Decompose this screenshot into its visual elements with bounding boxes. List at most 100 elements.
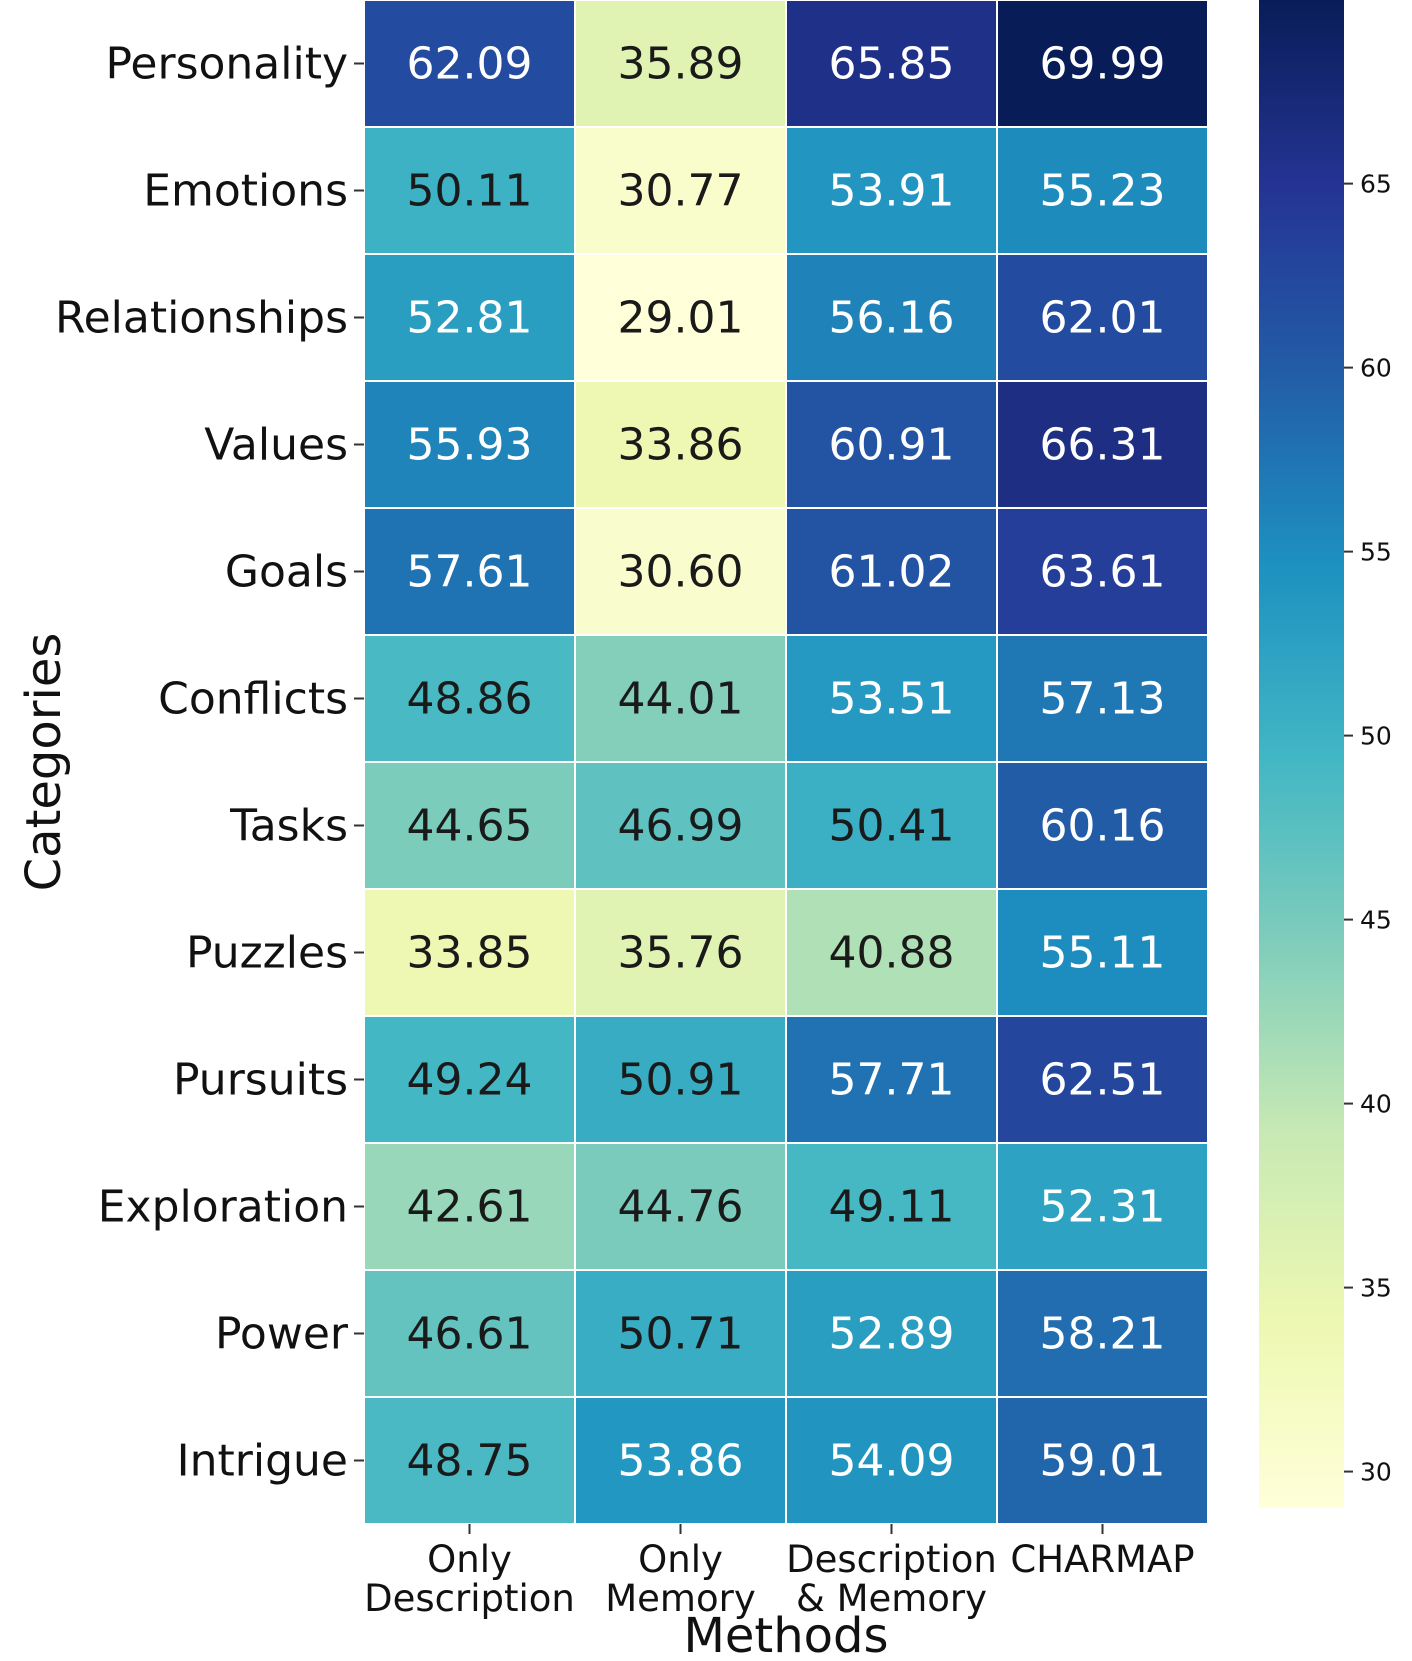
heatmap-cell — [363, 634, 576, 763]
row-label: Conflicts — [158, 674, 348, 725]
heatmap-cell — [363, 380, 576, 509]
heatmap-cell — [785, 634, 998, 763]
colorbar-tick-label: 55 — [1360, 538, 1392, 567]
heatmap-cell — [996, 1396, 1209, 1525]
heatmap-cell — [363, 761, 576, 890]
colorbar-gradient — [1259, 0, 1344, 1508]
cell-value-label: 54.09 — [829, 1436, 955, 1487]
cell-value-label: 66.31 — [1040, 420, 1166, 471]
heatmap-cell — [996, 0, 1209, 128]
cell-value-label: 53.86 — [618, 1436, 744, 1487]
heatmap-cell — [996, 761, 1209, 890]
cell-value-label: 57.71 — [829, 1055, 955, 1106]
cell-value-label: 59.01 — [1040, 1436, 1166, 1487]
colorbar-tick-label: 65 — [1360, 170, 1392, 199]
heatmap-cell — [574, 888, 787, 1017]
cell-value-label: 29.01 — [618, 293, 744, 344]
row-label: Relationships — [55, 293, 348, 344]
heatmap-cell — [785, 1269, 998, 1398]
cell-value-label: 44.01 — [618, 674, 744, 725]
row-label: Goals — [225, 547, 348, 598]
heatmap-cell — [574, 507, 787, 636]
cell-value-label: 50.91 — [618, 1055, 744, 1106]
cell-value-label: 56.16 — [829, 293, 955, 344]
column-label: & Memory — [796, 1577, 987, 1620]
cell-value-label: 33.85 — [407, 928, 533, 979]
row-label: Tasks — [229, 801, 348, 852]
cell-value-label: 60.16 — [1040, 801, 1166, 852]
heatmap-cell — [574, 0, 787, 128]
cell-value-label: 50.41 — [829, 801, 955, 852]
cell-value-label: 40.88 — [829, 928, 955, 979]
y-axis-title: Categories — [16, 633, 72, 892]
heatmap-cell — [996, 507, 1209, 636]
heatmap-cell — [785, 1396, 998, 1525]
row-labels: Personality Emotions Relationships Values Go… — [55, 39, 364, 1487]
heatmap-cell — [785, 761, 998, 890]
row-label: Pursuits — [173, 1055, 348, 1106]
colorbar-tick-label: 50 — [1360, 722, 1392, 751]
heatmap-cell — [574, 634, 787, 763]
column-label: Only — [638, 1538, 723, 1581]
cell-value-label: 30.60 — [618, 547, 744, 598]
heatmap-cell — [574, 380, 787, 509]
cell-value-label: 55.11 — [1040, 928, 1166, 979]
row-label: Power — [215, 1309, 349, 1360]
heatmap-cell — [574, 1269, 787, 1398]
heatmap-cell — [363, 507, 576, 636]
cell-value-label: 58.21 — [1040, 1309, 1166, 1360]
cell-value-label: 52.89 — [829, 1309, 955, 1360]
cell-value-label: 46.99 — [618, 801, 744, 852]
cell-value-label: 57.13 — [1040, 674, 1166, 725]
cell-value-label: 42.61 — [407, 1182, 533, 1233]
colorbar-tick-label: 40 — [1360, 1090, 1392, 1119]
colorbar: 30 35 40 45 50 55 60 65 — [1259, 0, 1392, 1508]
column-label: Description — [364, 1577, 575, 1620]
colorbar-tick-label: 45 — [1360, 906, 1392, 935]
column-label: Only — [427, 1538, 512, 1581]
heatmap-cell — [785, 888, 998, 1017]
cell-value-label: 55.93 — [407, 420, 533, 471]
column-label: Description — [786, 1538, 997, 1581]
cell-value-label: 65.85 — [829, 39, 955, 90]
row-label: Intrigue — [177, 1436, 348, 1487]
heatmap-cell — [785, 0, 998, 128]
heatmap-cell — [785, 253, 998, 382]
cell-value-label: 62.09 — [407, 39, 533, 90]
cell-value-label: 44.76 — [618, 1182, 744, 1233]
cell-value-label: 62.01 — [1040, 293, 1166, 344]
cell-value-label: 44.65 — [407, 801, 533, 852]
heatmap-cell — [996, 1269, 1209, 1398]
cell-value-label: 50.11 — [407, 166, 533, 217]
cell-value-label: 46.61 — [407, 1309, 533, 1360]
cell-value-label: 60.91 — [829, 420, 955, 471]
cell-value-label: 69.99 — [1040, 39, 1166, 90]
cell-value-label: 50.71 — [618, 1309, 744, 1360]
colorbar-tick-label: 30 — [1360, 1458, 1392, 1487]
x-axis-title: Methods — [683, 1608, 888, 1661]
heatmap-cell — [785, 380, 998, 509]
row-label: Exploration — [98, 1182, 348, 1233]
heatmap-cell — [574, 253, 787, 382]
heatmap-cell — [996, 634, 1209, 763]
heatmap-cell — [996, 1142, 1209, 1271]
cell-value-label: 55.23 — [1040, 166, 1166, 217]
heatmap-cell — [996, 1015, 1209, 1144]
cell-value-label: 30.77 — [618, 166, 744, 217]
colorbar-tick-label: 60 — [1360, 354, 1392, 383]
cell-value-label: 49.11 — [829, 1182, 955, 1233]
heatmap-cell — [785, 1142, 998, 1271]
cell-value-label: 52.31 — [1040, 1182, 1166, 1233]
cell-value-label: 33.86 — [618, 420, 744, 471]
heatmap-cell — [785, 507, 998, 636]
heatmap-cell — [996, 888, 1209, 1017]
heatmap-cells: 62.09 35.89 65.85 69.99 50.11 30.77 53.91 55.23… — [363, 0, 1209, 1525]
cell-value-label: 48.75 — [407, 1436, 533, 1487]
heatmap-cell — [363, 0, 576, 128]
cell-value-label: 52.81 — [407, 293, 533, 344]
heatmap-cell — [996, 126, 1209, 255]
cell-value-label: 61.02 — [829, 547, 955, 598]
column-label: Memory — [605, 1577, 755, 1620]
